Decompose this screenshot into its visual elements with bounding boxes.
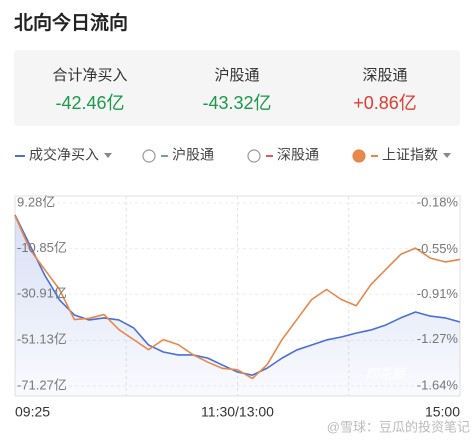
y2-tick-label: -1.27% <box>417 331 459 346</box>
series-line <box>14 214 461 376</box>
y2-tick-label: -0.91% <box>417 286 459 301</box>
summary-value: -42.46亿 <box>55 93 124 113</box>
watermark: @雪球：豆瓜的投资笔记 <box>327 419 470 434</box>
y-tick-label: -51.13亿 <box>17 332 67 347</box>
area <box>15 214 460 396</box>
y-tick-label: -30.91亿 <box>17 286 67 301</box>
y-tick-label: 9.28亿 <box>17 194 55 209</box>
y-tick-label: -10.85亿 <box>17 240 67 255</box>
y2-tick-label: -0.18% <box>417 194 459 209</box>
summary-value: -43.32亿 <box>202 93 271 113</box>
x-tick-label: 11:30/13:00 <box>201 404 274 420</box>
legend-label[interactable]: 成交净买入 <box>29 147 99 163</box>
legend-label[interactable]: 深股通 <box>277 147 319 163</box>
legend-label[interactable]: 沪股通 <box>172 147 214 163</box>
series-line <box>14 215 461 380</box>
x-tick-label: 15:00 <box>425 404 460 420</box>
legend-dropdown[interactable] <box>443 153 451 158</box>
y2-tick-label: -0.55% <box>417 241 459 256</box>
summary-label: 深股通 <box>362 67 407 84</box>
page-title: 北向今日流向 <box>14 11 128 34</box>
y-tick-label: -71.27亿 <box>17 377 67 392</box>
x-tick-label: 09:25 <box>15 404 50 420</box>
summary-value: +0.86亿 <box>353 93 417 113</box>
summary-label: 合计净买入 <box>52 67 127 84</box>
legend-toggle[interactable] <box>142 149 156 163</box>
legend-toggle[interactable] <box>247 149 261 163</box>
summary-label: 沪股通 <box>214 67 259 84</box>
legend-dropdown[interactable] <box>104 153 112 158</box>
y2-tick-label: -1.64% <box>417 377 459 392</box>
summary-box <box>14 50 460 126</box>
legend-toggle[interactable] <box>352 149 366 163</box>
watermark: 同花顺 <box>365 366 407 381</box>
legend-label[interactable]: 上证指数 <box>382 147 438 163</box>
